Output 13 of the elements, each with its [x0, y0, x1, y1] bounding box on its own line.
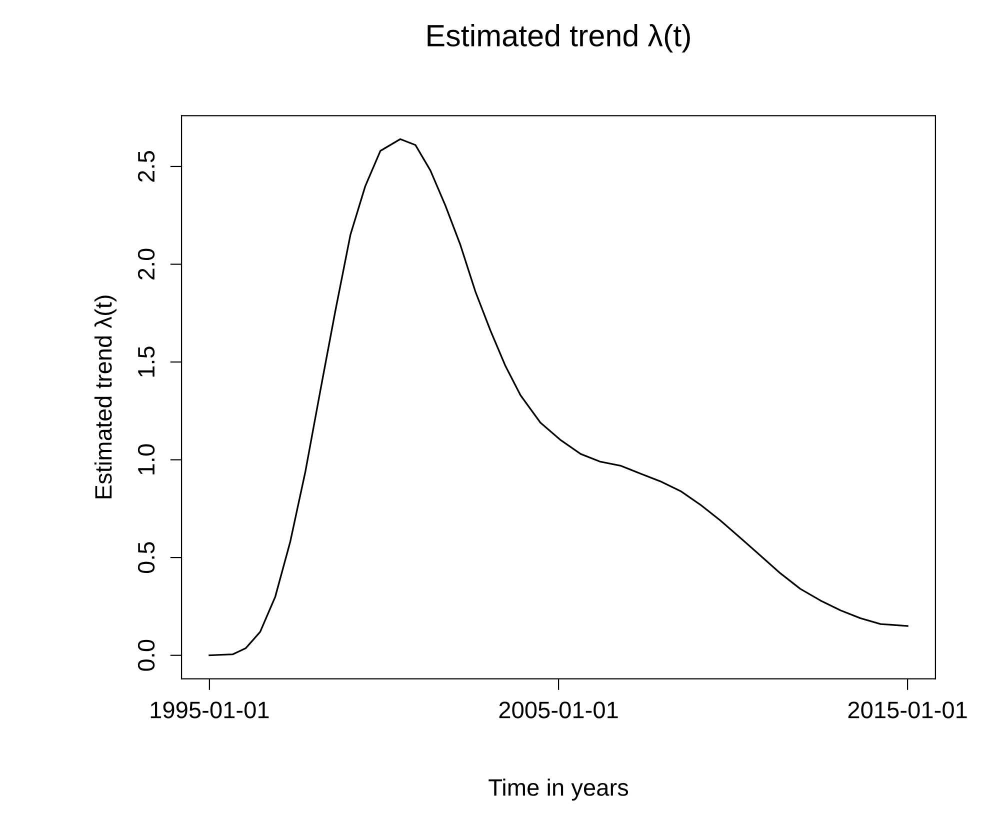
x-tick-label: 2005-01-01: [499, 702, 618, 718]
y-tick-label: 1.0: [138, 444, 155, 474]
y-tick-label: 0.5: [138, 542, 155, 574]
y-axis-title: Estimated trend λ(t): [94, 296, 116, 498]
y-tick-label: 1.5: [138, 346, 155, 377]
x-tick-label: 1995-01-01: [150, 702, 269, 718]
y-tick-label: 2.0: [138, 248, 155, 280]
y-tick-label: 0.0: [138, 640, 155, 671]
chart-title: Estimated trend λ(t): [428, 24, 690, 53]
y-tick-label: 2.5: [138, 151, 155, 182]
line-series: [208, 138, 908, 656]
x-tick-label: 2015-01-01: [848, 702, 967, 718]
x-axis-title: Time in years: [488, 778, 628, 801]
